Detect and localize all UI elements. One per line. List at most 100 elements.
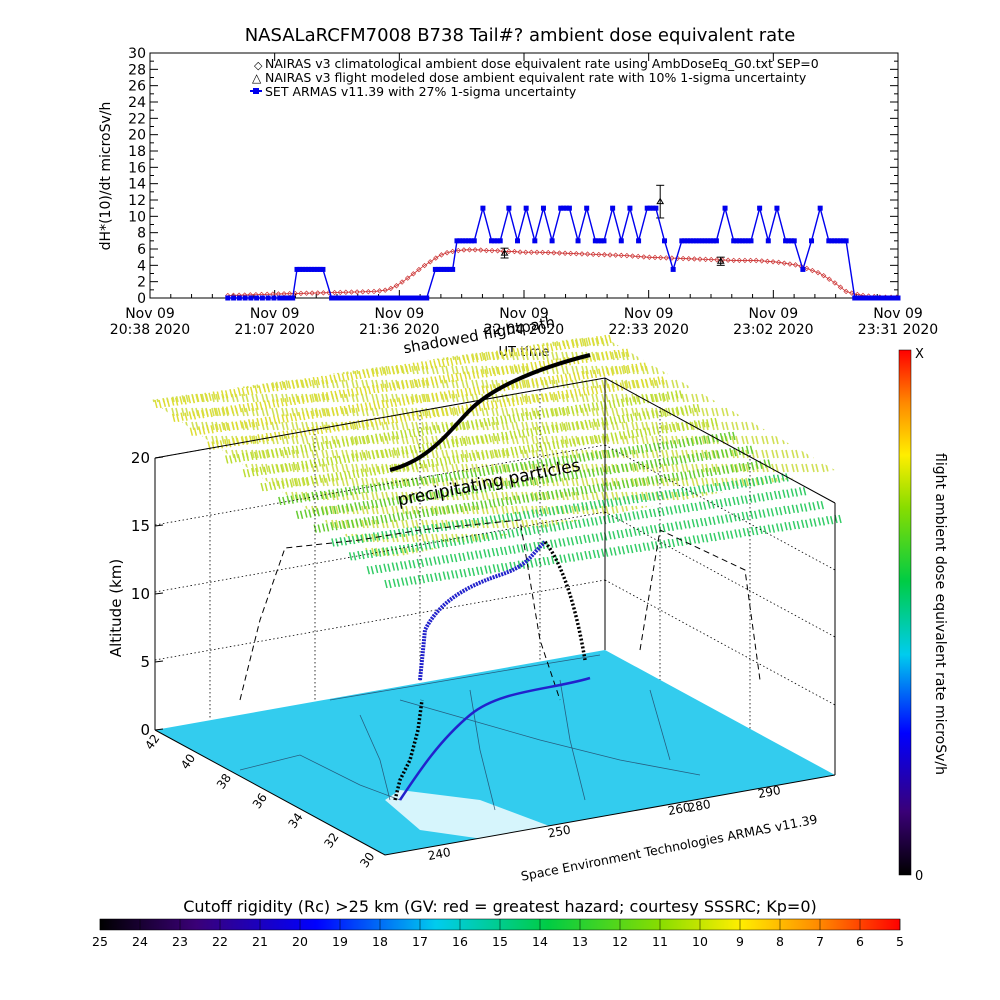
particle-mark (516, 544, 525, 553)
data-point-nairas-climatological (483, 247, 490, 254)
lat-tick-label: 38 (214, 771, 234, 792)
particle-mark (635, 428, 643, 438)
particle-mark (256, 417, 264, 427)
particle-mark (748, 494, 757, 503)
particle-mark (516, 413, 525, 422)
data-point-nairas-climatological (517, 249, 523, 255)
particle-mark (637, 461, 645, 470)
particle-mark (613, 349, 622, 359)
particle-mark (437, 490, 445, 499)
particle-mark (618, 431, 627, 440)
data-point-armas (627, 205, 633, 211)
particle-mark (409, 576, 417, 585)
particle-mark (717, 531, 726, 541)
particle-mark (575, 552, 584, 561)
particle-mark (271, 399, 280, 408)
data-point-armas (225, 295, 231, 301)
particle-mark (470, 485, 479, 494)
data-point-nairas-climatological (815, 269, 821, 276)
lat-tick-label: 40 (178, 751, 198, 772)
particle-mark (296, 395, 305, 404)
particle-mark (320, 375, 329, 385)
data-point-armas (424, 295, 430, 301)
particle-mark (400, 577, 409, 586)
particle-mark (624, 381, 632, 390)
particle-mark (477, 451, 485, 460)
particle-mark (495, 481, 504, 491)
data-point-armas (653, 205, 659, 211)
colorbar-tick-label: 7 (816, 934, 824, 949)
particle-mark (484, 565, 492, 574)
particle-mark (284, 463, 292, 472)
particle-mark (280, 398, 288, 407)
particle-mark (275, 447, 283, 457)
particle-mark (362, 500, 370, 510)
particle-mark (549, 539, 558, 548)
particle-mark (708, 516, 716, 525)
data-point-armas (878, 295, 884, 301)
particle-mark (313, 393, 322, 402)
particle-mark (549, 392, 557, 401)
data-point-nairas-climatological (590, 251, 596, 258)
particle-mark (532, 394, 540, 403)
particle-mark (723, 497, 732, 507)
data-point-nairas-climatological (820, 272, 827, 279)
particle-mark (399, 561, 408, 570)
data-point-armas (395, 295, 401, 301)
particle-mark (625, 544, 634, 554)
data-point-nairas-climatological (466, 247, 473, 253)
map-borders (239, 654, 701, 811)
particle-mark (288, 396, 297, 406)
particle-mark (682, 503, 690, 513)
particle-mark (484, 434, 492, 443)
legend-label-3: SET ARMAS v11.39 with 27% 1-sigma uncert… (265, 84, 577, 99)
particle-mark (505, 365, 513, 374)
data-point-armas (265, 295, 271, 301)
particle-mark (633, 527, 641, 536)
particle-mark (630, 478, 638, 488)
data-point-armas (386, 295, 392, 301)
particle-mark (312, 376, 321, 386)
particle-mark (415, 542, 424, 551)
particle-mark (286, 495, 294, 504)
data-point-armas (705, 238, 711, 244)
particle-mark (304, 509, 312, 518)
particle-mark (529, 345, 537, 355)
particle-mark (586, 452, 594, 461)
particle-mark (333, 439, 341, 448)
particle-mark (272, 415, 281, 424)
x-tick-label-time: 23:02 2020 (733, 322, 813, 338)
particle-mark (314, 409, 323, 418)
data-point-armas (889, 295, 895, 301)
colorbar-tick-label: 13 (572, 934, 588, 949)
particle-mark (661, 441, 669, 450)
particle-mark (741, 511, 750, 521)
particle-mark (354, 370, 362, 380)
data-point-nairas-climatological (472, 247, 478, 253)
data-point-armas (618, 238, 624, 244)
precipitating-particles (154, 334, 842, 589)
particle-mark (389, 529, 397, 539)
data-point-nairas-flight (500, 249, 509, 256)
y-tick-label: 30 (128, 46, 146, 62)
particle-mark (449, 553, 458, 563)
data-point-armas (415, 295, 421, 301)
particle-mark (285, 479, 293, 488)
particle-mark (662, 457, 670, 466)
particle-mark (408, 428, 416, 438)
particle-mark (684, 405, 692, 414)
bottom-colorbar-ticks: 25 24 23 22 21 20 19 18 17 16 15 14 13 12 11 10 9 8 7 6 5 (92, 919, 904, 949)
particle-mark (704, 451, 712, 460)
particle-mark (212, 391, 221, 400)
particle-mark (270, 382, 279, 392)
data-point-armas (584, 205, 590, 211)
particle-mark (449, 406, 457, 415)
particle-mark (347, 404, 356, 414)
data-point-nairas-climatological (421, 262, 428, 269)
particle-mark (600, 548, 609, 557)
data-point-nairas-climatological (489, 247, 495, 254)
lon-tick-label-back: 290 (757, 783, 782, 801)
flight-track-ground-shadow (393, 699, 424, 801)
particle-mark (412, 493, 420, 503)
particle-mark (565, 520, 574, 530)
